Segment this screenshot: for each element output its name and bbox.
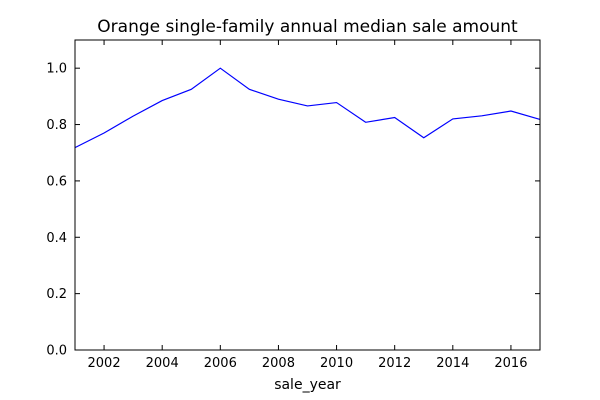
y-tick-label: 0.2 xyxy=(46,287,67,302)
plot-frame xyxy=(74,39,541,351)
x-tick-label: 2008 xyxy=(262,356,295,371)
x-axis-label: sale_year xyxy=(274,377,341,393)
chart-title: Orange single-family annual median sale … xyxy=(97,17,518,37)
x-tick-label: 2004 xyxy=(146,356,179,371)
y-tick-label: 0.6 xyxy=(46,174,67,189)
y-tick-label: 1.0 xyxy=(46,62,67,77)
x-tick-label: 2014 xyxy=(436,356,469,371)
x-tick-label: 2012 xyxy=(378,356,411,371)
y-tick-label: 0.0 xyxy=(46,344,67,359)
y-tick-label: 0.8 xyxy=(46,118,67,133)
series-layer xyxy=(74,67,541,149)
x-tick-label: 2016 xyxy=(494,356,527,371)
y-tick-label: 0.4 xyxy=(46,231,67,246)
x-tick-label: 2002 xyxy=(88,356,121,371)
x-tick-label: 2010 xyxy=(320,356,353,371)
series-line xyxy=(74,67,541,149)
axis-ticks: 2002 2004 2006 2008 2010 2012 2014 2016 0.0 0.2 0.… xyxy=(46,40,540,371)
x-tick-label: 2006 xyxy=(204,356,237,371)
